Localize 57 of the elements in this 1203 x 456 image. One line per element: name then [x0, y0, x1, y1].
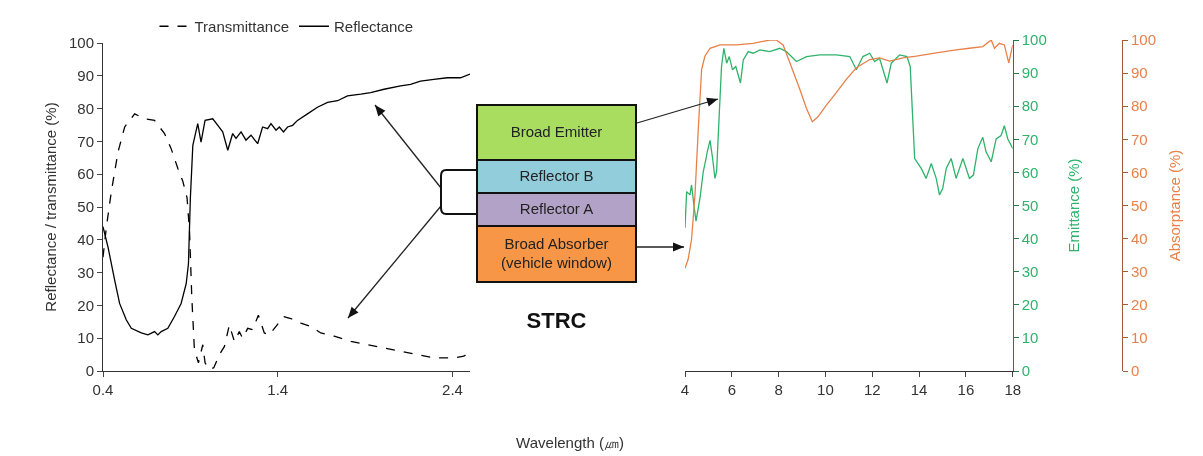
y3-tick-label: 40: [1131, 229, 1148, 247]
y-tick-label: 50: [77, 198, 94, 216]
y-tick-label: 80: [77, 99, 94, 117]
x-tick-label: 0.4: [92, 381, 114, 398]
y-tick-label: 30: [77, 263, 94, 281]
text: STRC: [525, 308, 588, 334]
y-tick-label: 100: [68, 34, 94, 52]
y2-tick-label: 80: [1021, 97, 1039, 115]
y3-tick-label: 100: [1131, 31, 1157, 49]
y2-tick-label: 100: [1021, 31, 1047, 49]
x-tick-label: 18: [1004, 381, 1022, 398]
x-tick-label: 1.4: [267, 381, 289, 398]
y3-tick-label: 20: [1131, 296, 1148, 314]
category-label: Broad Emitter: [476, 104, 637, 161]
y3-tick-label: 70: [1131, 130, 1148, 148]
y-tick-label: 70: [77, 132, 94, 150]
y3-tick-label: 60: [1131, 163, 1148, 181]
y3-axis-title: Absorptance (%): [1166, 149, 1184, 262]
y3-tick-label: 30: [1131, 262, 1148, 280]
legend-label: Transmittance: [194, 18, 289, 36]
line-series: [685, 40, 1013, 270]
line-series: [685, 47, 1013, 229]
x-tick-label: 10: [817, 381, 834, 398]
y2-axis-title: Emittance (%): [1064, 158, 1082, 253]
y2-tick-label: 10: [1021, 329, 1039, 347]
y3-tick-label: 90: [1131, 64, 1148, 82]
y2-tick-label: 20: [1021, 296, 1039, 314]
y3-tick-label: 0: [1131, 362, 1140, 380]
x-tick-label: 2.4: [442, 381, 463, 398]
y-tick-label: 10: [77, 329, 94, 347]
y2-tick-label: 90: [1021, 64, 1039, 82]
y2-tick-label: 30: [1021, 262, 1039, 280]
x-tick-label: 4: [680, 381, 690, 398]
category-label: Reflector B: [476, 161, 637, 194]
y3-tick-label: 80: [1131, 97, 1148, 115]
x-tick-label: 16: [957, 381, 975, 398]
y-tick-label: 40: [77, 231, 94, 249]
y2-tick-label: 40: [1021, 229, 1039, 247]
y2-tick-label: 60: [1021, 163, 1039, 181]
y-tick-label: 90: [77, 67, 94, 85]
y-tick-label: 0: [85, 362, 94, 380]
y-tick-label: 20: [77, 296, 94, 314]
category-label: Broad Absorber (vehicle window): [476, 227, 637, 283]
text: Wavelength (㎛): [515, 434, 625, 453]
y3-tick-label: 10: [1131, 329, 1148, 347]
y3-tick-label: 50: [1131, 196, 1148, 214]
legend-label: Reflectance: [333, 18, 414, 36]
y-tick-label: 60: [77, 165, 94, 183]
x-tick-label: 6: [727, 381, 736, 398]
x-tick-label: 14: [910, 381, 928, 398]
y2-tick-label: 50: [1021, 196, 1039, 214]
category-label: Reflector A: [476, 194, 637, 227]
x-tick-label: 8: [774, 381, 783, 398]
y-axis-title: Reflectance / transmittance (%): [42, 102, 60, 312]
y2-tick-label: 70: [1021, 130, 1039, 148]
y2-tick-label: 0: [1021, 362, 1031, 380]
x-tick-label: 12: [863, 381, 881, 398]
